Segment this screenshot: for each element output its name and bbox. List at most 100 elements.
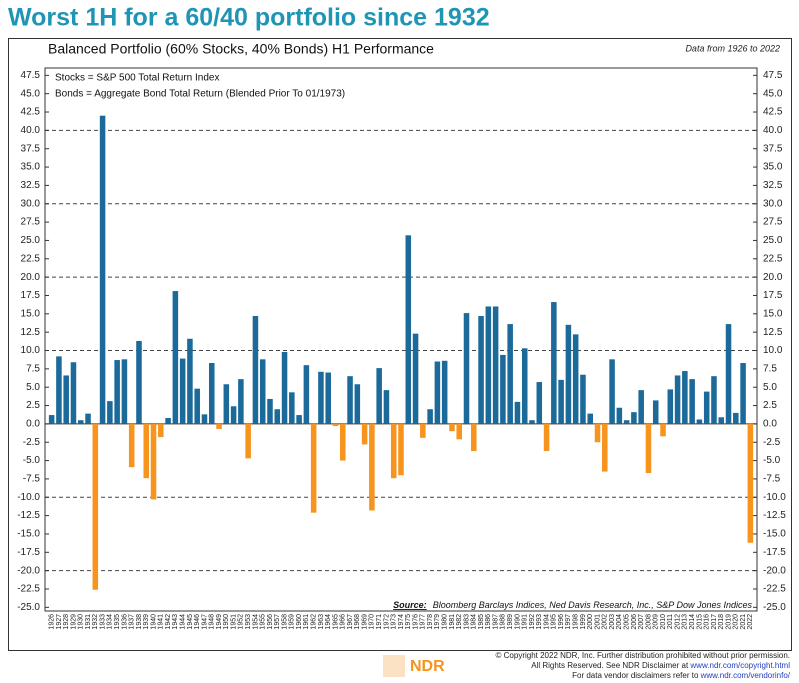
y2-tick-label: 12.5	[763, 327, 783, 338]
x-tick-label: 1940	[150, 614, 157, 630]
bar	[689, 379, 695, 424]
bar	[740, 362, 746, 424]
bar	[463, 313, 470, 424]
y2-tick-label: -17.5	[763, 547, 786, 558]
y-tick-label: -25.0	[17, 602, 40, 613]
y2-tick-label: 17.5	[763, 290, 783, 301]
bar	[529, 420, 535, 424]
bar	[208, 362, 215, 424]
x-tick-label: 1946	[194, 614, 201, 630]
x-tick-label: 1970	[369, 614, 376, 630]
bar	[696, 419, 703, 424]
x-tick-label: 1989	[507, 614, 514, 630]
vendor-link[interactable]: www.ndr.com/vendorinfo/	[700, 671, 791, 680]
y-tick-label: 15.0	[21, 308, 41, 319]
y-tick-label: 17.5	[21, 290, 41, 301]
bar	[747, 423, 754, 543]
x-tick-label: 2011	[667, 614, 674, 629]
x-tick-label: 1976	[412, 614, 419, 630]
rights-link[interactable]: www.ndr.com/copyright.html	[689, 661, 790, 670]
bar	[92, 423, 99, 590]
y2-tick-label: 2.5	[763, 400, 777, 411]
x-tick-label: 2019	[725, 614, 732, 630]
bar	[631, 412, 637, 424]
x-tick-label: 2020	[733, 614, 740, 630]
x-tick-label: 2008	[645, 614, 652, 630]
bar	[652, 400, 659, 424]
x-tick-label: 1934	[107, 614, 114, 630]
bar	[267, 398, 273, 424]
y2-tick-label: 27.5	[763, 217, 783, 228]
bar	[558, 379, 564, 424]
source-label: Source:	[393, 600, 427, 610]
bar	[449, 423, 455, 432]
bar	[674, 375, 681, 424]
x-tick-label: 1983	[463, 614, 470, 630]
y2-tick-label: 22.5	[763, 253, 783, 264]
x-tick-label: 2014	[689, 614, 696, 630]
bar	[56, 356, 62, 424]
bar	[551, 302, 557, 424]
x-tick-label: 1999	[580, 614, 587, 630]
x-tick-label: 1960	[296, 614, 303, 630]
bar	[230, 406, 237, 424]
x-tick-label: 2009	[653, 614, 660, 630]
x-tick-label: 1982	[456, 614, 463, 630]
x-tick-label: 1981	[449, 614, 456, 630]
bar	[434, 361, 441, 424]
bar	[471, 423, 477, 452]
y2-tick-label: 30.0	[763, 198, 783, 209]
x-tick-label: 1929	[70, 614, 77, 630]
bar	[281, 351, 288, 424]
y2-tick-label: 0.0	[763, 419, 777, 430]
y-tick-label: 10.0	[21, 345, 41, 356]
y2-tick-label: -22.5	[763, 584, 786, 595]
bar	[296, 415, 302, 424]
x-tick-label: 1947	[201, 614, 208, 630]
x-tick-label: 1961	[303, 614, 310, 630]
y2-tick-label: 35.0	[763, 162, 783, 173]
y-tick-label: -17.5	[17, 547, 40, 558]
x-tick-label: 1936	[121, 614, 128, 630]
plot-area	[44, 67, 758, 612]
x-tick-label: 1943	[172, 614, 179, 630]
x-tick-label: 1944	[179, 614, 186, 630]
bar	[718, 417, 725, 424]
y-tick-label: -10.0	[17, 492, 40, 503]
y-tick-label: 32.5	[21, 180, 41, 191]
bar	[85, 413, 91, 424]
x-tick-label: 2015	[696, 614, 703, 630]
logo: NDR	[383, 655, 445, 677]
bar	[514, 401, 521, 424]
x-tick-label: 2018	[718, 614, 725, 630]
y-tick-label: 35.0	[21, 162, 41, 173]
y2-tick-label: -5.0	[763, 455, 781, 466]
bar	[77, 420, 84, 424]
y2-tick-label: 25.0	[763, 235, 783, 246]
y-tick-label: -5.0	[23, 455, 41, 466]
x-tick-label: 1958	[281, 614, 288, 630]
x-tick-label: 2022	[747, 614, 754, 630]
x-tick-label: 1975	[405, 614, 412, 630]
x-tick-label: 2005	[623, 614, 630, 630]
bar	[667, 389, 674, 424]
x-tick-label: 1973	[391, 614, 398, 630]
bar	[383, 390, 390, 424]
bar	[594, 423, 601, 443]
bar	[616, 407, 623, 424]
bar	[405, 235, 412, 424]
vendor-text: For data vendor disclaimers refer to	[572, 671, 701, 680]
y2-tick-label: -7.5	[763, 474, 781, 485]
x-tick-label: 1994	[543, 614, 550, 630]
x-tick-label: 1952	[238, 614, 245, 630]
x-tick-label: 1953	[245, 614, 252, 630]
x-tick-label: 2010	[660, 614, 667, 630]
y2-tick-label: -15.0	[763, 529, 786, 540]
x-tick-label: 1941	[158, 614, 165, 630]
y2-tick-label: 47.5	[763, 70, 783, 81]
x-tick-label: 1968	[354, 614, 361, 630]
y-tick-label: 45.0	[21, 88, 41, 99]
bar	[521, 348, 528, 424]
bar	[158, 423, 164, 438]
